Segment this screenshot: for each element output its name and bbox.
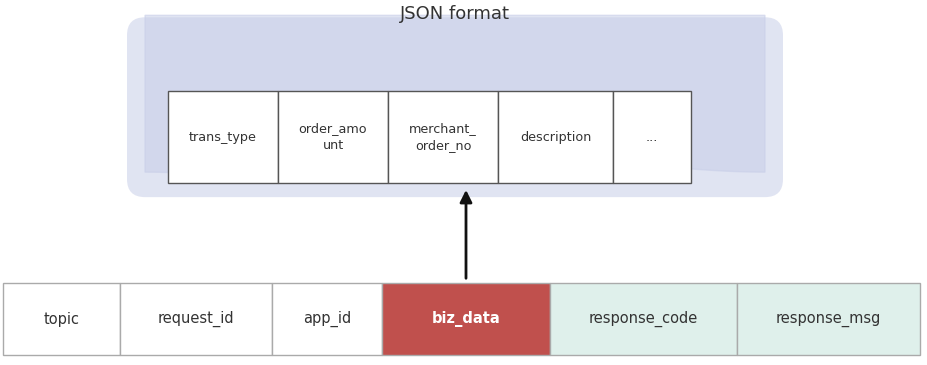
Text: description: description bbox=[520, 131, 591, 144]
Text: response_msg: response_msg bbox=[776, 312, 882, 327]
Bar bbox=[382, 283, 550, 355]
Text: topic: topic bbox=[44, 312, 80, 327]
Text: JSON format: JSON format bbox=[400, 5, 510, 23]
Bar bbox=[168, 91, 278, 183]
Text: biz_data: biz_data bbox=[432, 311, 501, 327]
Bar bbox=[613, 91, 691, 183]
Bar bbox=[278, 91, 388, 183]
Text: ...: ... bbox=[646, 131, 658, 144]
Bar bbox=[272, 283, 382, 355]
Bar bbox=[388, 91, 498, 183]
Bar bbox=[737, 283, 920, 355]
Polygon shape bbox=[145, 15, 765, 182]
Text: trans_type: trans_type bbox=[189, 131, 257, 144]
Text: app_id: app_id bbox=[303, 311, 351, 327]
FancyBboxPatch shape bbox=[127, 17, 783, 197]
Text: request_id: request_id bbox=[158, 311, 235, 327]
Bar bbox=[550, 283, 737, 355]
Text: order_amo
unt: order_amo unt bbox=[298, 122, 367, 152]
Bar bbox=[3, 283, 120, 355]
Bar bbox=[120, 283, 272, 355]
Bar bbox=[498, 91, 613, 183]
Text: response_code: response_code bbox=[589, 311, 698, 327]
Text: merchant_
order_no: merchant_ order_no bbox=[409, 122, 476, 152]
